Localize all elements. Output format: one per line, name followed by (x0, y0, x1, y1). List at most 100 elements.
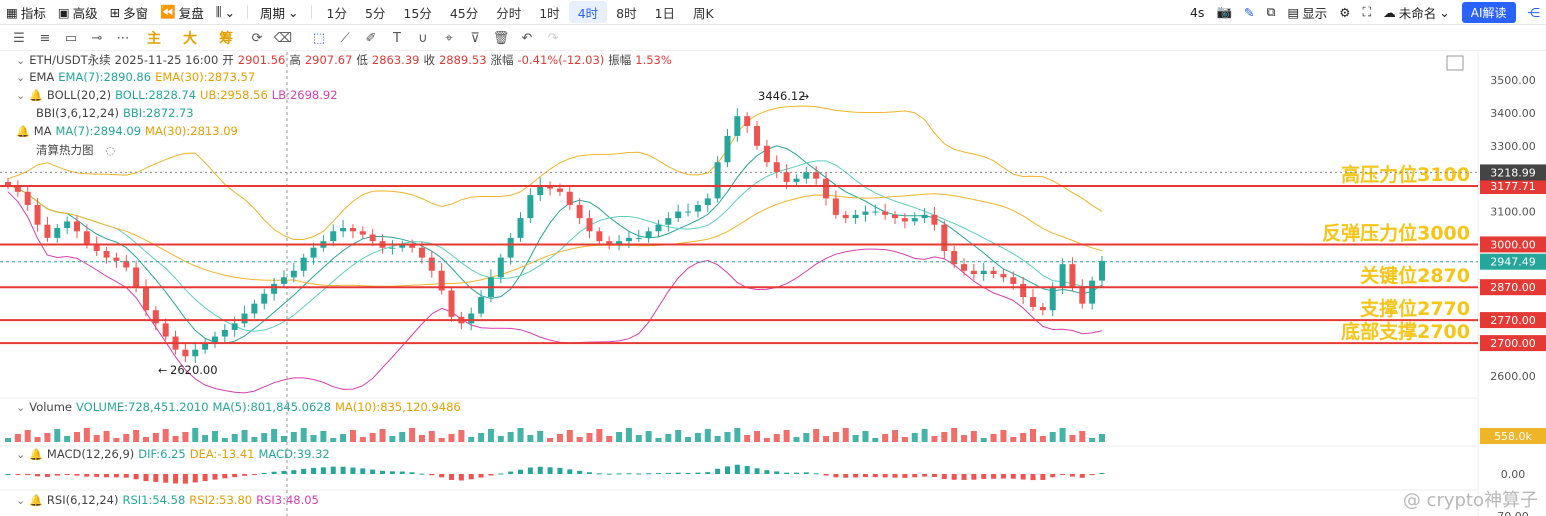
candle-body (911, 218, 918, 222)
replay-button[interactable]: ⏪ 复盘 (160, 4, 204, 21)
cursor-icon[interactable]: ⬚ (312, 30, 326, 46)
volume-bar (931, 436, 938, 442)
macd-bar (1079, 474, 1085, 478)
brush-icon[interactable]: ✐ (365, 30, 377, 46)
cloud-save-button[interactable]: ☁ 未命名 ⌄ (1383, 4, 1450, 21)
candle-body (842, 214, 849, 219)
candle (547, 181, 554, 196)
timeframe-2[interactable]: 15分 (403, 5, 432, 21)
popout-icon[interactable]: ⧉ (1266, 4, 1276, 19)
candle (468, 307, 475, 331)
collapse-icon[interactable]: ⌄ (16, 70, 26, 84)
candle (783, 164, 790, 189)
eye-off-icon[interactable]: ◌ (105, 143, 116, 157)
hline-icon[interactable]: ⊸ (91, 30, 103, 46)
collapse-icon[interactable]: ⌄ (16, 400, 26, 414)
main-force-button[interactable]: 主 (147, 31, 161, 47)
candle-body (123, 260, 130, 268)
timeframe-4[interactable]: 分时 (496, 5, 522, 21)
collapse-icon[interactable]: ⌄ (16, 447, 26, 461)
candle-body (359, 231, 366, 235)
trash-icon[interactable]: 🗑 (492, 30, 510, 46)
candle (123, 254, 130, 272)
menu-icon[interactable]: ☰ (13, 30, 25, 46)
timeframe-5[interactable]: 1时 (539, 5, 560, 21)
candle-body (823, 178, 830, 199)
candle-body (606, 241, 613, 245)
volume-bar (744, 435, 751, 442)
candle-body (409, 244, 416, 248)
volume-bar (1000, 430, 1007, 442)
camera-icon[interactable]: 📷 (1216, 4, 1233, 19)
macd-bar (173, 474, 179, 484)
magnet-icon[interactable]: ∪ (418, 30, 428, 46)
volume-bar (763, 438, 770, 442)
candle (625, 230, 632, 249)
ai-interpret-button[interactable]: AI解读 (1461, 1, 1516, 23)
advanced-button[interactable]: ▣ 高级 (57, 4, 98, 21)
candle-body (1000, 274, 1007, 278)
multi-window-button[interactable]: ⊞ 多窗 (109, 4, 149, 21)
candle-body (517, 218, 524, 238)
candle (73, 215, 80, 239)
period-button[interactable]: 周期 ⌄ (260, 4, 299, 21)
volume-bar (221, 438, 228, 442)
trendline-icon[interactable]: ⟋ (340, 30, 350, 46)
filter-icon[interactable]: ⊽ (470, 30, 480, 46)
macd-bar (951, 474, 957, 480)
bbi-line (7, 160, 1103, 332)
timeframe-0[interactable]: 1分 (326, 5, 347, 21)
candle (842, 210, 849, 224)
dots-icon[interactable]: ⋯ (116, 30, 130, 46)
volume-bar (123, 434, 130, 442)
settings-icon[interactable]: ⚙ (1339, 4, 1351, 20)
candle (300, 253, 307, 277)
pen-icon[interactable]: ✎ (1244, 4, 1255, 20)
bell-icon[interactable]: 🔔 (16, 124, 30, 138)
timeframe-8[interactable]: 1日 (654, 5, 676, 21)
timeframe-1[interactable]: 5分 (364, 5, 386, 21)
chart-type-button[interactable]: ⫼ ⌄ (210, 1, 241, 23)
timeframe-6[interactable]: 4时 (568, 1, 608, 23)
timeframe-9[interactable]: 周K (693, 5, 714, 21)
expand-icon[interactable] (1446, 55, 1464, 71)
big-order-button[interactable]: 大 (183, 31, 197, 47)
volume-bar (507, 432, 514, 442)
level-price-tag: 2870.00 (1480, 279, 1546, 296)
level-tag-bg (1480, 236, 1546, 253)
collapse-icon[interactable]: ⌄ (16, 53, 26, 67)
share-icon[interactable]: ⋲ (1527, 4, 1541, 20)
text-icon[interactable]: T (393, 30, 401, 46)
volume-bar (1079, 431, 1086, 442)
volume-bar (645, 431, 652, 442)
candle-body (468, 313, 475, 324)
candle (813, 166, 820, 185)
measure-icon[interactable]: ⌖ (445, 30, 453, 46)
sync-icon[interactable]: ⟳ (251, 30, 263, 46)
indicators-button[interactable]: ▦ 指标 (6, 4, 46, 21)
bell-icon[interactable]: 🔔 (29, 493, 43, 507)
candle-body (14, 185, 21, 192)
collapse-icon[interactable]: ⌄ (16, 493, 26, 507)
display-button[interactable]: ▤ 显示 (1287, 4, 1328, 21)
undo-icon[interactable]: ↶ (521, 30, 533, 46)
price-tick: 3400.00 (1490, 107, 1536, 120)
redo-icon[interactable]: ↷ (547, 30, 559, 46)
timeframe-3[interactable]: 45分 (449, 5, 479, 21)
candle-body (931, 214, 938, 225)
fullscreen-icon[interactable]: ⛶ (1362, 4, 1372, 19)
eraser-icon[interactable]: ⌫ (273, 30, 293, 46)
candle (211, 331, 218, 349)
rectangle-icon[interactable]: ▭ (64, 30, 78, 46)
macd-bar (665, 472, 671, 474)
price-tick: 3100.00 (1490, 206, 1536, 219)
list-icon[interactable]: ≡ (39, 30, 51, 46)
macd-bar (981, 474, 987, 479)
volume-bar (83, 428, 90, 442)
collapse-icon[interactable]: ⌄ (16, 88, 26, 102)
candle-body (93, 244, 100, 252)
chips-button[interactable]: 筹 (219, 31, 233, 47)
bell-icon[interactable]: 🔔 (29, 447, 43, 461)
bell-icon[interactable]: 🔔 (29, 88, 43, 102)
timeframe-7[interactable]: 8时 (616, 5, 637, 21)
